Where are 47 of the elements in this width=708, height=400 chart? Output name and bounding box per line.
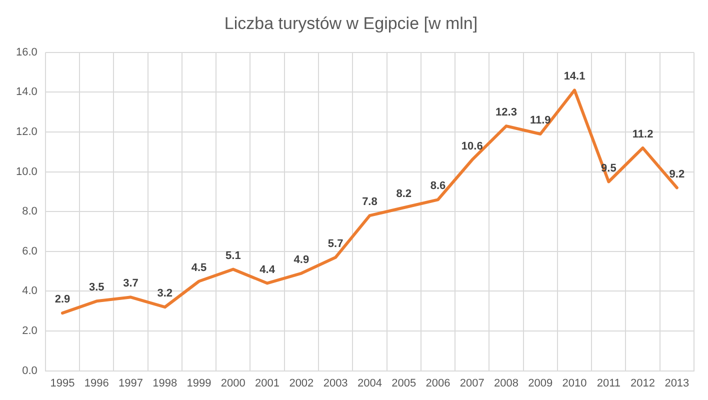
y-tick-label: 2.0 <box>22 325 38 338</box>
y-tick-label: 14.0 <box>16 86 38 98</box>
data-label: 12.3 <box>496 106 517 119</box>
x-tick-label: 1996 <box>84 377 109 390</box>
x-tick-label: 2003 <box>323 377 348 390</box>
data-label: 5.1 <box>226 250 241 262</box>
data-label: 10.6 <box>461 140 483 152</box>
x-tick-label: 2008 <box>494 377 518 390</box>
data-label: 11.2 <box>632 128 654 140</box>
data-label: 4.4 <box>260 264 276 276</box>
x-tick-label: 2012 <box>630 377 656 390</box>
x-tick-label: 1998 <box>152 377 178 390</box>
x-tick-label: 2004 <box>357 377 382 390</box>
data-label: 7.8 <box>362 196 378 208</box>
y-tick-label: 8.0 <box>22 206 38 218</box>
x-tick-label: 2013 <box>664 377 690 390</box>
y-tick-label: 10.0 <box>16 166 38 178</box>
data-label: 3.7 <box>123 278 138 290</box>
x-tick-label: 2011 <box>596 377 620 390</box>
x-tick-label: 2002 <box>289 377 314 390</box>
chart-title: Liczba turystów w Egipcie [w mln] <box>224 14 478 33</box>
x-tick-label: 1999 <box>186 377 212 390</box>
data-label: 11.9 <box>530 114 551 127</box>
x-tick-label: 2001 <box>255 377 280 390</box>
data-label: 8.2 <box>396 188 412 200</box>
x-tick-label: 2009 <box>528 377 553 390</box>
y-tick-label: 16.0 <box>16 46 38 58</box>
data-label: 8.6 <box>430 180 446 192</box>
x-tick-label: 1997 <box>118 377 143 390</box>
y-tick-label: 6.0 <box>22 245 38 258</box>
y-tick-label: 4.0 <box>22 285 38 298</box>
x-tick-label: 2006 <box>426 377 450 390</box>
x-tick-label: 2010 <box>562 377 587 390</box>
x-tick-label: 2000 <box>220 377 246 390</box>
data-label: 5.7 <box>328 238 344 250</box>
data-label: 4.9 <box>294 254 310 266</box>
data-label: 14.1 <box>564 70 586 83</box>
x-tick-label: 1995 <box>50 377 75 390</box>
data-label: 3.5 <box>88 282 104 294</box>
data-label: 3.2 <box>157 288 173 300</box>
x-tick-label: 2007 <box>460 377 484 390</box>
x-tick-label: 2005 <box>392 377 416 390</box>
data-label: 9.2 <box>669 168 685 180</box>
data-label: 4.5 <box>191 262 207 274</box>
data-label: 2.9 <box>54 294 70 306</box>
y-tick-label: 12.0 <box>16 126 38 138</box>
y-tick-label: 0.0 <box>22 364 38 377</box>
